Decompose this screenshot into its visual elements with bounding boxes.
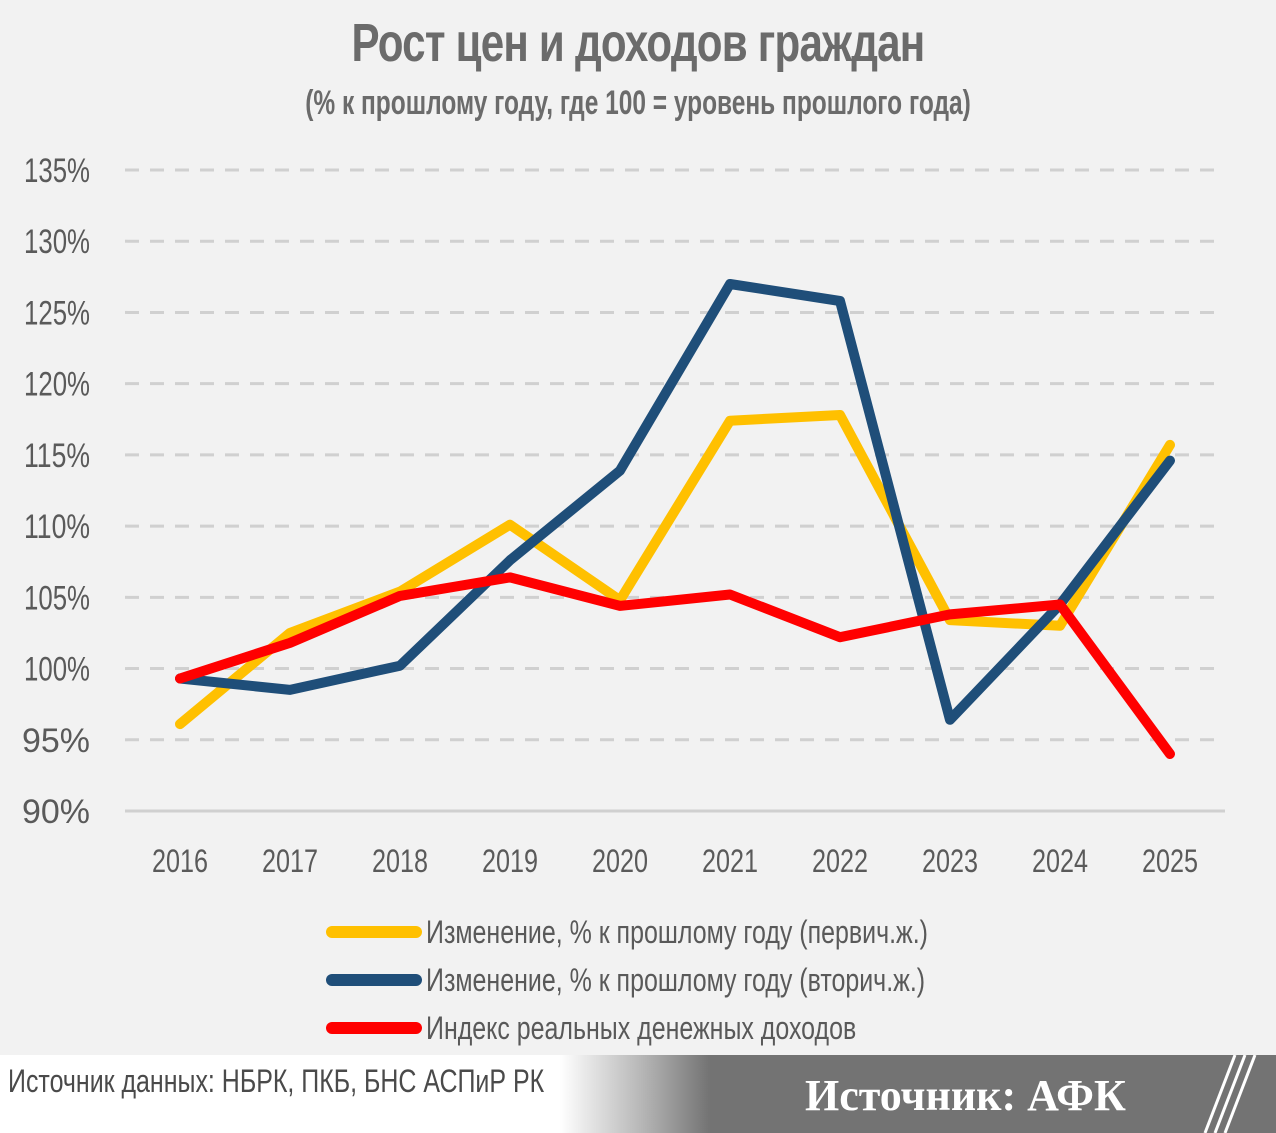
- y-tick-label: 95%: [22, 722, 90, 760]
- y-tick-label: 130%: [24, 223, 90, 261]
- x-tick-label: 2024: [1032, 843, 1088, 879]
- legend: Изменение, % к прошлому году (первич.ж.)…: [326, 908, 1070, 1052]
- legend-label: Изменение, % к прошлому году (вторич.ж.): [426, 961, 926, 998]
- x-axis: 2016 2017 2018 2019 2020 2021 2022 2023 2024 2025: [152, 843, 1198, 879]
- legend-label: Индекс реальных денежных доходов: [426, 1009, 857, 1046]
- gridlines: [125, 168, 1225, 813]
- x-tick-label: 2025: [1142, 843, 1198, 879]
- y-tick-label: 135%: [24, 152, 90, 190]
- y-tick-label: 105%: [24, 579, 90, 617]
- y-tick-label: 90%: [22, 793, 90, 831]
- y-tick-label: 125%: [24, 294, 90, 332]
- x-tick-label: 2020: [592, 843, 648, 879]
- y-tick-label: 115%: [24, 437, 90, 475]
- legend-swatch-blue-line-icon: [326, 974, 422, 986]
- y-tick-label: 110%: [24, 508, 90, 546]
- x-tick-label: 2016: [152, 843, 208, 879]
- legend-swatch-yellow-line-icon: [326, 926, 422, 938]
- y-tick-label: 100%: [24, 651, 90, 689]
- line-chart: 135% 130% 125% 120% 115% 110% 105% 100% 95% 90% 2…: [22, 152, 1225, 879]
- footer-band: [0, 1055, 1276, 1133]
- source-label: Источник: АФК: [805, 1071, 1126, 1120]
- chart-title: Рост цен и доходов граждан: [351, 13, 926, 73]
- x-tick-label: 2018: [372, 843, 428, 879]
- diagonal-stripes-icon: [1203, 1055, 1257, 1133]
- x-tick-label: 2022: [812, 843, 868, 879]
- series-line-secondary-housing: [175, 279, 1175, 725]
- legend-item-secondary: Изменение, % к прошлому году (вторич.ж.): [326, 956, 1070, 1004]
- x-tick-label: 2017: [262, 843, 318, 879]
- chart-subtitle: (% к прошлому году, где 100 = уровень пр…: [305, 84, 971, 122]
- legend-item-primary: Изменение, % к прошлому году (первич.ж.): [326, 908, 1070, 956]
- series-line-real-income: [175, 572, 1175, 759]
- x-tick-label: 2019: [482, 843, 538, 879]
- series-line-primary-housing: [175, 410, 1175, 730]
- legend-label: Изменение, % к прошлому году (первич.ж.): [426, 913, 928, 950]
- data-source-note: Источник данных: НБРК, ПКБ, БНС АСПиР РК: [8, 1063, 545, 1099]
- x-tick-label: 2023: [922, 843, 978, 879]
- y-tick-label: 120%: [24, 366, 90, 404]
- x-tick-label: 2021: [702, 843, 758, 879]
- legend-swatch-red-line-icon: [326, 1022, 422, 1034]
- legend-item-income: Индекс реальных денежных доходов: [326, 1004, 1070, 1052]
- y-axis: 135% 130% 125% 120% 115% 110% 105% 100% 95% 90%: [22, 152, 90, 831]
- series-lines: [175, 279, 1175, 759]
